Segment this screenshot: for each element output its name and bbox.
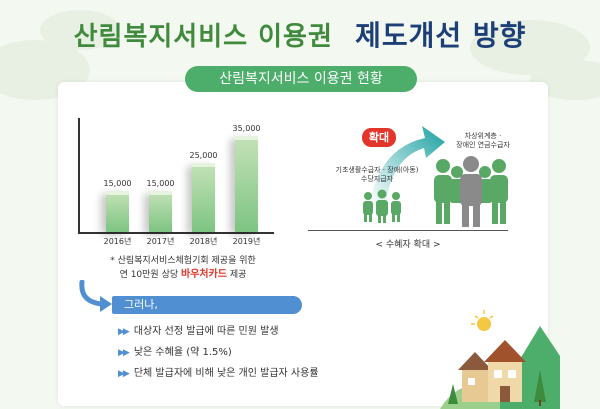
background-cloud	[40, 10, 120, 50]
voucher-bar-chart: 15,000 2016년 15,000 2017년 25,000 2018년 35,000 2…	[70, 100, 280, 250]
divider-line	[308, 230, 508, 231]
x-axis	[78, 232, 274, 234]
chart-x-tick-label: 2017년	[146, 237, 175, 246]
content-panel	[58, 82, 548, 406]
voucher-note: * 산림복지서비스체험기회 제공을 위한 연 10만원 상당 바우처카드 제공	[78, 254, 288, 282]
expansion-arrow-icon	[370, 126, 445, 203]
double-arrow-icon: ▶▶	[118, 327, 130, 337]
target-label: 차상위계층 · 장애인 연금수급자	[438, 132, 528, 150]
chart-bar	[106, 191, 129, 232]
title-part-1: 산림복지서비스 이용권	[73, 22, 333, 52]
issue-text: 단체 발급자에 비해 낮은 개인 발급자 사용률	[133, 368, 319, 379]
expand-badge: 확대	[362, 128, 396, 147]
chart-bar-cap	[235, 136, 258, 140]
chart-x-tick-label: 2018년	[189, 237, 218, 246]
double-arrow-icon: ▶▶	[118, 348, 130, 358]
target-label-line-2: 장애인 연금수급자	[456, 141, 510, 149]
page-title: 산림복지서비스 이용권 제도개선 방향	[0, 14, 600, 54]
note-line-2: 연 10만원 상당 바우처카드 제공	[78, 268, 288, 282]
issue-text: 낮은 수혜율 (약 1.5%)	[133, 347, 232, 358]
issue-text: 대상자 선정 발급에 따른 민원 발생	[133, 326, 279, 337]
section-pill: 산림복지서비스 이용권 현황	[185, 66, 417, 92]
sun-icon	[471, 310, 494, 331]
chart-x-tick-label: 2019년	[232, 237, 261, 246]
however-banner: 그러나,	[112, 296, 302, 314]
people-small-icon	[363, 189, 401, 223]
note-suffix: 제공	[227, 270, 247, 280]
title-part-2: 제도개선 방향	[355, 19, 527, 52]
chart-bar	[149, 191, 172, 232]
chart-value-label: 35,000	[232, 124, 261, 133]
chart-value-label: 25,000	[189, 151, 218, 160]
source-label: 기초생활수급자 · 장애(아동) 수당지급자	[332, 166, 422, 184]
issue-item-1: ▶▶ 대상자 선정 발급에 따른 민원 발생	[118, 322, 279, 337]
house-scenery-icon	[440, 310, 560, 409]
double-arrow-icon: ▶▶	[118, 369, 130, 379]
issue-item-2: ▶▶ 낮은 수혜율 (약 1.5%)	[118, 343, 232, 358]
note-prefix: 연 10만원 상당	[119, 270, 181, 280]
note-line-1: * 산림복지서비스체험기회 제공을 위한	[110, 256, 256, 266]
issue-item-3: ▶▶ 단체 발급자에 비해 낮은 개인 발급자 사용률	[118, 364, 319, 379]
chart-bar-cap	[192, 163, 215, 167]
chart-bar	[192, 163, 215, 232]
source-label-line-1: 기초생활수급자 · 장애(아동)	[335, 166, 419, 174]
chart-bar-cap	[149, 191, 172, 195]
chart-value-label: 15,000	[146, 179, 175, 188]
curved-arrow-icon	[79, 280, 112, 312]
beneficiary-caption: < 수혜자 확대 >	[375, 240, 441, 250]
chart-x-tick-label: 2016년	[103, 237, 132, 246]
chart-bar	[235, 136, 258, 232]
target-label-line-1: 차상위계층 ·	[464, 132, 502, 140]
source-label-line-2: 수당지급자	[360, 175, 394, 183]
chart-bar-cap	[106, 191, 129, 195]
people-large-icon	[434, 156, 508, 227]
chart-value-label: 15,000	[103, 179, 132, 188]
y-axis	[78, 118, 80, 233]
note-highlight: 바우처카드	[181, 269, 227, 280]
